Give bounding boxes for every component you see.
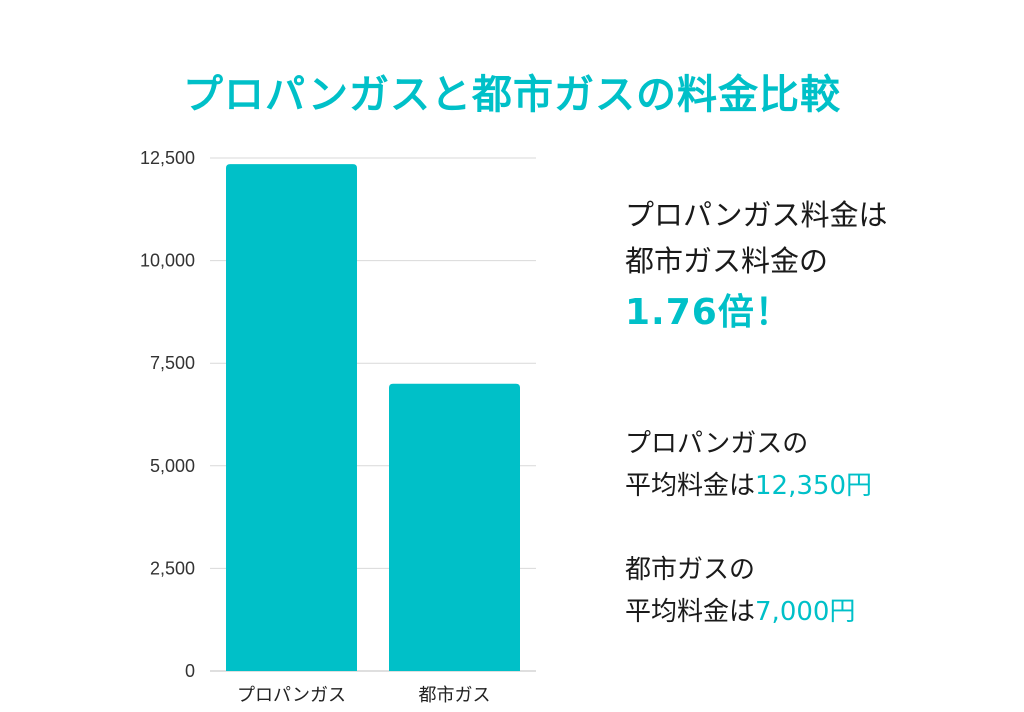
- page-title: プロパンガスと都市ガスの料金比較: [183, 72, 841, 118]
- summary-block: プロパンガス料金は 都市ガス料金の 1.76倍！: [625, 192, 887, 336]
- city-gas-average-block: 都市ガスの 平均料金は7,000円: [625, 549, 855, 633]
- y-tick-label: 5,000: [150, 456, 195, 476]
- city-gas-average-prefix: 平均料金は: [625, 597, 756, 627]
- axes: 0 2,500 5,000 7,500 10,000 12,500 プロパンガス 都市ガス: [140, 148, 491, 706]
- propane-average-line: 平均料金は12,350円: [625, 465, 872, 507]
- city-gas-average-line: 平均料金は7,000円: [625, 591, 855, 633]
- propane-average-heading: プロパンガスの: [625, 429, 809, 459]
- propane-average-value: 12,350円: [755, 471, 872, 501]
- propane-average-block: プロパンガスの 平均料金は12,350円: [625, 423, 872, 507]
- propane-average-prefix: 平均料金は: [625, 471, 756, 501]
- x-category-label: 都市ガス: [419, 685, 491, 706]
- bars: [226, 164, 520, 671]
- city-gas-average-value: 7,000円: [755, 597, 856, 627]
- bar-1: [389, 383, 520, 671]
- y-tick-label: 7,500: [150, 353, 195, 373]
- summary-line-2: 都市ガス料金の: [625, 244, 829, 278]
- summary-ratio: 1.76倍！: [625, 292, 792, 333]
- y-tick-label: 12,500: [140, 148, 195, 168]
- bar-0: [226, 164, 357, 671]
- city-gas-average-heading: 都市ガスの: [625, 555, 756, 585]
- summary-line-1: プロパンガス料金は: [625, 198, 888, 232]
- bar-chart: 0 2,500 5,000 7,500 10,000 12,500 プロパンガス 都市ガス: [140, 148, 536, 706]
- y-tick-label: 10,000: [140, 251, 195, 271]
- y-tick-label: 2,500: [150, 558, 195, 578]
- x-category-label: プロパンガス: [237, 685, 346, 706]
- y-tick-label: 0: [185, 661, 195, 681]
